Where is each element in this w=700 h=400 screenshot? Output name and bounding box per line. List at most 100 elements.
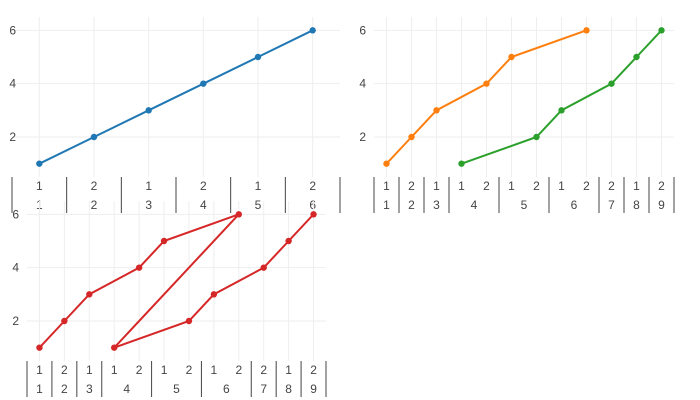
x-tick-label-outer: 2 (61, 382, 68, 396)
data-point (61, 317, 68, 325)
x-tick-label-inner: 1 (633, 179, 640, 193)
x-tick-label-inner: 1 (36, 179, 43, 193)
x-tick-label-inner: 1 (36, 363, 43, 377)
data-point (533, 133, 540, 141)
x-tick-label-inner: 2 (658, 179, 665, 193)
x-tick-label-outer: 4 (200, 198, 207, 212)
data-point (583, 27, 590, 34)
x-tick-label-inner: 1 (558, 179, 565, 193)
x-tick-label-outer: 5 (255, 198, 262, 212)
data-point (458, 160, 465, 167)
x-tick-label-inner: 2 (235, 363, 242, 377)
y-tick-label: 6 (359, 23, 366, 37)
data-point (508, 53, 515, 61)
x-tick-label-inner: 1 (86, 363, 93, 377)
data-point (235, 211, 242, 218)
data-point (200, 80, 207, 87)
x-tick-label-outer: 1 (383, 198, 390, 212)
x-tick-label-inner: 2 (608, 179, 615, 193)
x-tick-label-inner: 1 (211, 363, 218, 377)
x-tick-label-outer: 5 (521, 198, 528, 212)
x-tick-label-inner: 1 (111, 363, 118, 377)
y-tick-label: 6 (9, 23, 16, 37)
data-point (86, 291, 93, 298)
series-line (38, 29, 314, 165)
x-tick-label-outer: 7 (608, 198, 615, 212)
y-tick-label: 2 (359, 130, 366, 144)
data-point (210, 291, 218, 298)
x-tick-label-outer: 8 (633, 198, 640, 212)
data-point (310, 211, 317, 218)
x-tick-label-inner: 2 (91, 179, 98, 193)
data-point (483, 80, 490, 87)
data-point (90, 133, 98, 141)
x-tick-label-outer: 3 (433, 198, 440, 212)
y-tick-label: 6 (12, 207, 19, 221)
x-tick-label-inner: 2 (583, 179, 590, 193)
data-point (36, 160, 43, 167)
data-point (558, 107, 565, 114)
x-tick-label-inner: 1 (285, 363, 292, 377)
x-tick-label-inner: 2 (533, 179, 540, 193)
x-tick-label-outer: 3 (145, 198, 152, 212)
x-tick-label-inner: 2 (260, 363, 267, 377)
x-tick-label-outer: 2 (408, 198, 415, 212)
x-tick-label-inner: 2 (408, 179, 415, 193)
x-tick-label-outer: 9 (658, 198, 665, 212)
x-tick-label-inner: 1 (145, 179, 152, 193)
x-tick-label-inner: 1 (161, 363, 168, 377)
x-tick-label-outer: 7 (260, 382, 267, 396)
x-tick-label-outer: 6 (223, 382, 230, 396)
x-tick-label-inner: 1 (458, 179, 465, 193)
x-tick-label-inner: 2 (310, 363, 317, 377)
data-point (608, 80, 615, 87)
data-point (254, 53, 262, 61)
y-tick-label: 2 (12, 314, 19, 328)
data-point (383, 160, 390, 167)
y-tick-label: 4 (9, 77, 16, 91)
series-line (385, 29, 587, 165)
data-point (36, 344, 43, 351)
x-tick-label-outer: 4 (123, 382, 130, 396)
y-tick-label: 2 (9, 130, 16, 144)
x-tick-label-outer: 6 (309, 198, 316, 212)
data-point (111, 344, 118, 351)
x-tick-label-outer: 9 (310, 382, 317, 396)
x-tick-label-outer: 5 (173, 382, 180, 396)
x-tick-label-outer: 6 (571, 198, 578, 212)
data-point (160, 237, 168, 245)
x-tick-label-outer: 2 (91, 198, 98, 212)
x-tick-label-inner: 1 (433, 179, 440, 193)
y-tick-label: 4 (359, 77, 366, 91)
data-point (285, 237, 292, 245)
x-tick-label-outer: 4 (471, 198, 478, 212)
x-tick-label-inner: 2 (61, 363, 68, 377)
data-point (408, 133, 415, 141)
x-tick-label-outer: 3 (86, 382, 93, 396)
x-tick-label-outer: 8 (285, 382, 292, 396)
data-point (260, 264, 267, 271)
chart-panel-1: 246121212123456 (9, 17, 341, 213)
data-point (309, 27, 316, 34)
data-point (658, 27, 665, 34)
x-tick-label-inner: 2 (200, 179, 207, 193)
series-line (461, 29, 663, 165)
data-point (633, 53, 640, 61)
x-tick-label-inner: 1 (383, 179, 390, 193)
series-line (38, 213, 315, 349)
data-point (433, 107, 440, 114)
x-tick-label-outer: 1 (36, 382, 43, 396)
x-tick-label-inner: 1 (255, 179, 262, 193)
x-tick-label-inner: 2 (136, 363, 143, 377)
x-tick-label-inner: 1 (508, 179, 515, 193)
x-tick-label-inner: 2 (309, 179, 316, 193)
data-point (145, 107, 152, 114)
x-tick-label-inner: 2 (483, 179, 490, 193)
data-point (185, 317, 193, 325)
y-tick-label: 4 (12, 261, 19, 275)
data-point (135, 264, 143, 271)
x-tick-label-inner: 2 (186, 363, 193, 377)
